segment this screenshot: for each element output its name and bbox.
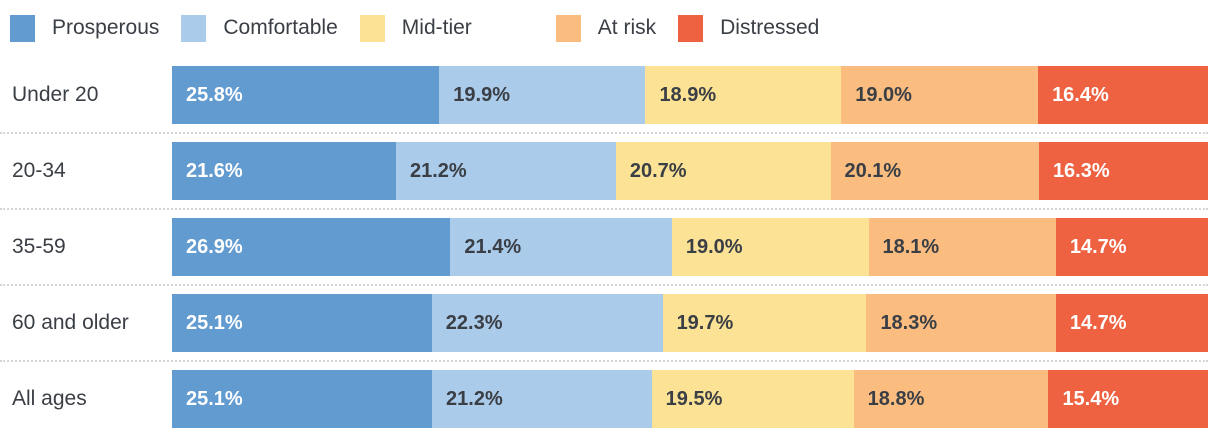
- segment-value-label: 22.3%: [445, 311, 503, 334]
- row-label: All ages: [12, 387, 87, 410]
- segment-value-label: 19.9%: [453, 83, 510, 106]
- legend-label: Mid-tier: [401, 16, 472, 39]
- stacked-bar: 25.1% 22.3% 19.7% 18.3% 14.7%: [172, 294, 1208, 352]
- bar-row-35-59: 35-59 26.9% 21.4% 19.0% 18.1% 14.7%: [0, 208, 1208, 284]
- bar-row-60-and-older: 60 and older 25.1% 22.3% 19.7% 18.3% 14.7%: [0, 284, 1208, 360]
- bar-row-all-ages: All ages 25.1% 21.2% 19.5% 18.8% 15.4%: [0, 360, 1208, 436]
- segment-value-label: 16.4%: [1052, 83, 1109, 106]
- stacked-bar: 25.8% 19.9% 18.9% 19.0% 16.4%: [172, 66, 1208, 124]
- bar-segment-distressed: 14.7%: [1055, 218, 1208, 276]
- legend-swatch-at-risk: [555, 14, 581, 42]
- legend-item-mid-tier: Mid-tier: [359, 14, 472, 42]
- bar-rows: Under 20 25.8% 19.9% 18.9% 19.0% 16.4% 20-34 21…: [0, 58, 1208, 436]
- segment-value-label: 19.0%: [685, 235, 743, 258]
- segment-value-label: 21.2%: [446, 387, 503, 410]
- segment-value-label: 19.0%: [855, 83, 912, 106]
- legend-swatch-prosperous: [10, 14, 35, 42]
- bar-segment-comfortable: 21.2%: [396, 142, 616, 200]
- segment-value-label: 18.9%: [659, 83, 717, 106]
- bar-segment-at-risk: 19.0%: [841, 66, 1039, 124]
- segment-value-label: 18.1%: [882, 235, 940, 258]
- segment-value-label: 14.7%: [1069, 311, 1127, 334]
- segment-value-label: 21.6%: [186, 159, 243, 182]
- segment-value-label: 26.9%: [186, 235, 243, 258]
- bar-segment-at-risk: 18.3%: [866, 294, 1056, 352]
- bar-segment-mid-tier: 19.0%: [671, 218, 869, 276]
- legend-item-prosperous: Prosperous: [10, 14, 160, 42]
- bar-segment-distressed: 14.7%: [1055, 294, 1208, 352]
- legend-swatch-comfortable: [181, 14, 207, 42]
- legend-label: Distressed: [720, 16, 820, 39]
- bar-segment-comfortable: 21.2%: [432, 370, 652, 428]
- bar-segment-comfortable: 22.3%: [431, 294, 663, 352]
- bar-row-20-34: 20-34 21.6% 21.2% 20.7% 20.1% 16.3%: [0, 132, 1208, 208]
- bar-segment-prosperous: 25.8%: [172, 66, 440, 124]
- legend-item-at-risk: At risk: [555, 14, 657, 42]
- legend: Prosperous Comfortable Mid-tier At risk Dist…: [10, 14, 1208, 42]
- legend-item-distressed: Distressed: [678, 14, 820, 42]
- segment-value-label: 16.3%: [1052, 159, 1110, 182]
- legend-swatch-distressed: [678, 14, 704, 42]
- segment-value-label: 15.4%: [1062, 387, 1120, 410]
- legend-label: Comfortable: [223, 16, 338, 39]
- stacked-bar: 25.1% 21.2% 19.5% 18.8% 15.4%: [172, 370, 1208, 428]
- bar-row-under-20: Under 20 25.8% 19.9% 18.9% 19.0% 16.4%: [0, 58, 1208, 132]
- bar-segment-distressed: 16.3%: [1038, 142, 1208, 200]
- bar-segment-at-risk: 20.1%: [830, 142, 1039, 200]
- bar-segment-distressed: 15.4%: [1048, 370, 1208, 428]
- bar-segment-prosperous: 26.9%: [172, 218, 451, 276]
- segment-value-label: 18.8%: [867, 387, 925, 410]
- bar-segment-prosperous: 21.6%: [172, 142, 396, 200]
- bar-segment-mid-tier: 20.7%: [615, 142, 831, 200]
- segment-value-label: 21.2%: [410, 159, 467, 182]
- row-label: Under 20: [12, 83, 99, 106]
- bar-segment-prosperous: 25.1%: [172, 370, 433, 428]
- segment-value-label: 14.7%: [1069, 235, 1127, 258]
- bar-segment-comfortable: 19.9%: [439, 66, 646, 124]
- legend-label: Prosperous: [52, 16, 160, 39]
- segment-value-label: 20.7%: [629, 159, 687, 182]
- legend-label: At risk: [597, 16, 657, 39]
- row-label: 35-59: [12, 235, 66, 258]
- segment-value-label: 19.7%: [676, 311, 734, 334]
- segment-value-label: 25.1%: [186, 387, 243, 410]
- segment-value-label: 25.8%: [186, 83, 243, 106]
- segment-value-label: 25.1%: [186, 311, 243, 334]
- bar-segment-mid-tier: 19.7%: [662, 294, 867, 352]
- bar-segment-at-risk: 18.8%: [853, 370, 1049, 428]
- segment-value-label: 19.5%: [665, 387, 723, 410]
- stacked-bar: 26.9% 21.4% 19.0% 18.1% 14.7%: [172, 218, 1208, 276]
- bar-segment-comfortable: 21.4%: [450, 218, 672, 276]
- legend-swatch-mid-tier: [359, 14, 385, 42]
- segment-value-label: 18.3%: [880, 311, 938, 334]
- segment-value-label: 20.1%: [844, 159, 902, 182]
- segment-value-label: 21.4%: [464, 235, 522, 258]
- stacked-bar: 21.6% 21.2% 20.7% 20.1% 16.3%: [172, 142, 1208, 200]
- bar-segment-prosperous: 25.1%: [172, 294, 432, 352]
- bar-segment-at-risk: 18.1%: [868, 218, 1056, 276]
- row-label: 20-34: [12, 159, 66, 182]
- row-label: 60 and older: [12, 311, 129, 334]
- bar-segment-mid-tier: 18.9%: [645, 66, 842, 124]
- legend-item-comfortable: Comfortable: [181, 14, 338, 42]
- bar-segment-distressed: 16.4%: [1038, 66, 1208, 124]
- bar-segment-mid-tier: 19.5%: [651, 370, 854, 428]
